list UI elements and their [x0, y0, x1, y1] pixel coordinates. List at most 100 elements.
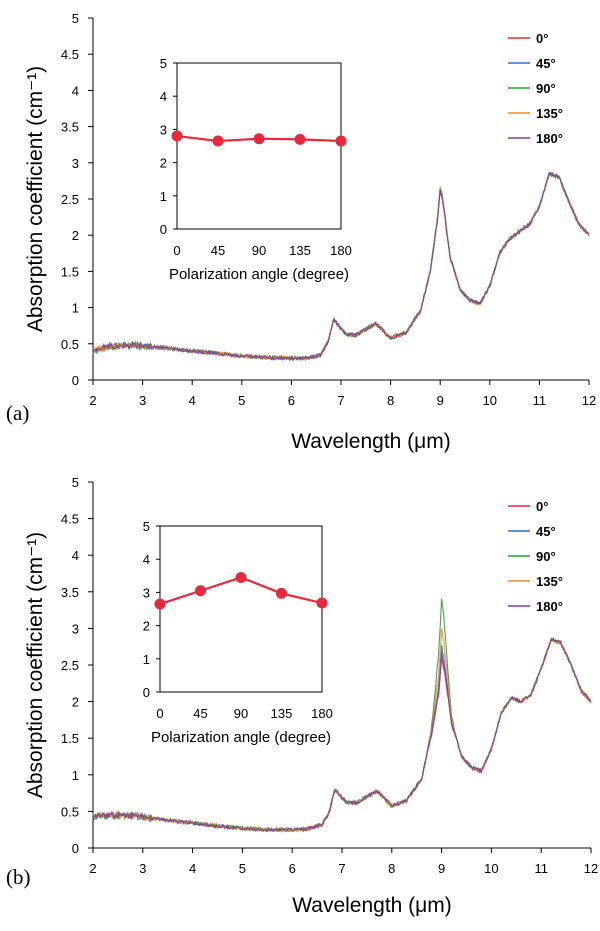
inset-x-tick-label: 135	[289, 243, 311, 258]
x-tick-label: 7	[337, 393, 344, 408]
series-line-180deg	[92, 637, 592, 833]
inset-point	[195, 585, 206, 597]
x-tick-label: 10	[483, 393, 497, 408]
inset-x-tick-label: 90	[234, 706, 248, 721]
y-axis-title: Absorption coefficient (cm⁻¹)	[24, 66, 47, 332]
legend-label: 180°	[536, 131, 563, 146]
inset-y-tick-label: 2	[160, 156, 167, 171]
inset-x-tick-label: 0	[156, 706, 163, 721]
legend-label: 90°	[536, 549, 556, 564]
panel-0: 00.511.522.533.544.552 3 4 5 6 7 8 9 10 11 12Absor…	[6, 11, 596, 453]
inset-y-tick-label: 1	[143, 652, 150, 667]
y-tick-label: 5	[72, 475, 79, 490]
y-axis-title: Absorption coefficient (cm⁻¹)	[24, 532, 47, 798]
legend-label: 45°	[536, 524, 556, 539]
inset-point	[235, 571, 247, 583]
x-axis-title: Wavelength (μm)	[291, 430, 451, 453]
y-tick-label: 1	[72, 301, 79, 316]
inset-y-tick-label: 4	[160, 89, 167, 104]
x-tick-label: 5	[239, 861, 246, 876]
inset-y-tick-label: 3	[160, 122, 167, 137]
panel-1: 00.511.522.533.544.552 3 4 5 6 7 8 9 10 11 12Absor…	[6, 475, 598, 917]
legend-label: 180°	[536, 599, 563, 614]
y-tick-label: 0	[72, 841, 79, 856]
inset-x-tick-label: 135	[271, 706, 293, 721]
x-tick-label: 11	[533, 393, 547, 408]
y-tick-label: 0.5	[61, 337, 79, 352]
x-tick-label: 3	[139, 393, 146, 408]
inset-y-tick-label: 0	[160, 222, 167, 237]
x-tick-label: 9	[437, 393, 444, 408]
y-tick-label: 4	[72, 83, 79, 98]
x-tick-label: 3	[139, 861, 146, 876]
x-tick-label: 5	[238, 393, 245, 408]
y-tick-label: 2.5	[61, 658, 79, 673]
series-line-180deg	[92, 172, 590, 362]
inset-x-tick-label: 90	[252, 243, 266, 258]
y-tick-label: 4.5	[61, 47, 79, 62]
inset-frame	[176, 62, 342, 230]
inset-y-tick-label: 1	[160, 189, 167, 204]
y-tick-label: 1.5	[61, 264, 79, 279]
y-tick-label: 1.5	[61, 731, 79, 746]
y-tick-label: 4	[72, 548, 79, 563]
x-tick-label: 7	[338, 861, 345, 876]
legend-label: 90°	[536, 81, 556, 96]
inset-point	[212, 135, 224, 147]
inset-x-tick-label: 180	[330, 243, 352, 258]
inset-x-tick-label: 45	[211, 243, 225, 258]
legend-label: 45°	[536, 56, 556, 71]
y-tick-label: 0	[72, 373, 79, 388]
inset-x-axis-title: Polarization angle (degree)	[151, 729, 331, 746]
inset-point	[316, 597, 328, 609]
inset-point	[276, 587, 287, 599]
x-tick-label: 6	[288, 393, 295, 408]
inset-point	[253, 133, 265, 145]
inset-y-tick-label: 5	[143, 519, 150, 534]
inset-y-tick-label: 5	[160, 56, 167, 71]
y-tick-label: 2	[72, 228, 79, 243]
y-tick-label: 1	[72, 768, 79, 783]
x-tick-label: 10	[484, 861, 498, 876]
inset-x-axis-title: Polarization angle (degree)	[169, 266, 349, 283]
x-tick-label: 4	[189, 861, 196, 876]
inset-x-tick-label: 0	[173, 243, 180, 258]
inset-point	[154, 598, 166, 610]
legend-label: 0°	[536, 499, 548, 514]
inset-y-tick-label: 3	[143, 585, 150, 600]
x-tick-label: 12	[582, 393, 596, 408]
x-tick-label: 9	[438, 861, 445, 876]
y-tick-label: 2.5	[61, 192, 79, 207]
x-tick-label: 4	[189, 393, 196, 408]
panel-label: (b)	[6, 865, 31, 889]
x-tick-label: 6	[289, 861, 296, 876]
inset-frame	[159, 525, 323, 693]
x-tick-label: 8	[387, 393, 394, 408]
x-tick-label: 12	[584, 861, 598, 876]
x-tick-label: 2	[89, 861, 96, 876]
x-tick-label: 11	[534, 861, 548, 876]
x-tick-label: 8	[388, 861, 395, 876]
x-axis-title: Wavelength (μm)	[292, 894, 452, 917]
inset-point	[294, 133, 306, 145]
legend-label: 135°	[536, 106, 563, 121]
legend-label: 0°	[536, 31, 548, 46]
legend-label: 135°	[536, 574, 563, 589]
y-tick-label: 3.5	[61, 585, 79, 600]
inset-y-tick-label: 0	[143, 685, 150, 700]
inset-y-tick-label: 4	[143, 552, 150, 567]
inset-point	[171, 130, 183, 142]
y-tick-label: 5	[72, 11, 79, 26]
inset-x-tick-label: 45	[193, 706, 207, 721]
panel-label: (a)	[6, 401, 29, 425]
inset-point	[335, 135, 347, 147]
inset-y-tick-label: 2	[143, 619, 150, 634]
y-tick-label: 3.5	[61, 120, 79, 135]
y-tick-label: 2	[72, 695, 79, 710]
x-tick-label: 2	[89, 393, 96, 408]
y-tick-label: 0.5	[61, 804, 79, 819]
y-tick-label: 4.5	[61, 512, 79, 527]
